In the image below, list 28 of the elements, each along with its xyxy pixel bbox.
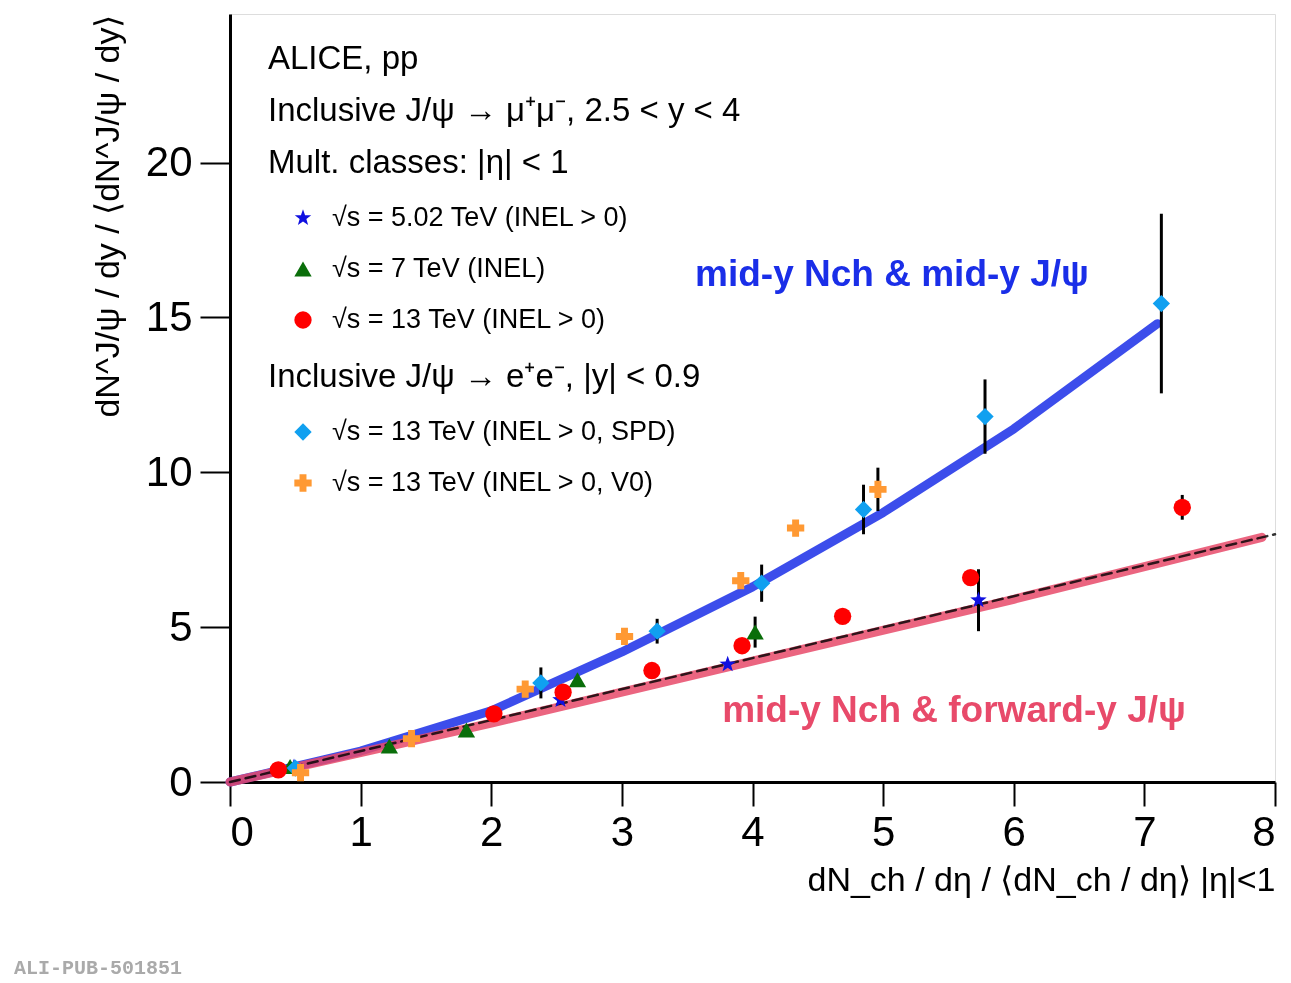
annotation: Inclusive J/ψ → e⁺e⁻, |y| < 0.9 [268,357,701,394]
legend-label: √s = 13 TeV (INEL > 0) [332,304,605,334]
x-tick-label: 8 [1252,807,1276,855]
y-tick-label: 10 [145,447,193,495]
annotation: ALICE, pp [268,39,419,76]
text: ALI-PUB-501851 [14,957,183,980]
x-tick-label: 7 [1133,807,1157,855]
legend-label: √s = 13 TeV (INEL > 0, V0) [332,467,653,497]
y-tick-label: 20 [145,138,193,186]
annotation: Inclusive J/ψ → μ⁺μ⁻, 2.5 < y < 4 [268,91,741,128]
legend-label: √s = 13 TeV (INEL > 0, SPD) [332,416,676,446]
y-axis-title: dN^J/ψ / dy / ⟨dN^J/ψ / dy⟩ [87,14,126,418]
legend-label: √s = 5.02 TeV (INEL > 0) [332,202,628,232]
x-tick-label: 1 [349,807,373,855]
x-tick-label: 3 [610,807,635,855]
y-tick-label: 15 [145,292,193,340]
x-tick-label: 5 [871,807,896,855]
legend-label: √s = 7 TeV (INEL) [332,253,546,283]
x-tick-label: 0 [230,807,254,855]
annotation: mid-y Nch & mid-y J/ψ [695,253,1089,294]
x-tick-label: 6 [1002,807,1026,855]
x-tick-label: 2 [480,807,504,855]
y-tick-label: 5 [169,602,193,650]
annotation: mid-y Nch & forward-y J/ψ [722,689,1186,730]
annotation: Mult. classes: |η| < 1 [268,143,569,180]
x-axis-title: dN_ch / dη / ⟨dN_ch / dη⟩ |η|<1 [807,859,1276,898]
y-tick-label: 0 [169,757,193,805]
x-tick-label: 4 [741,807,765,855]
